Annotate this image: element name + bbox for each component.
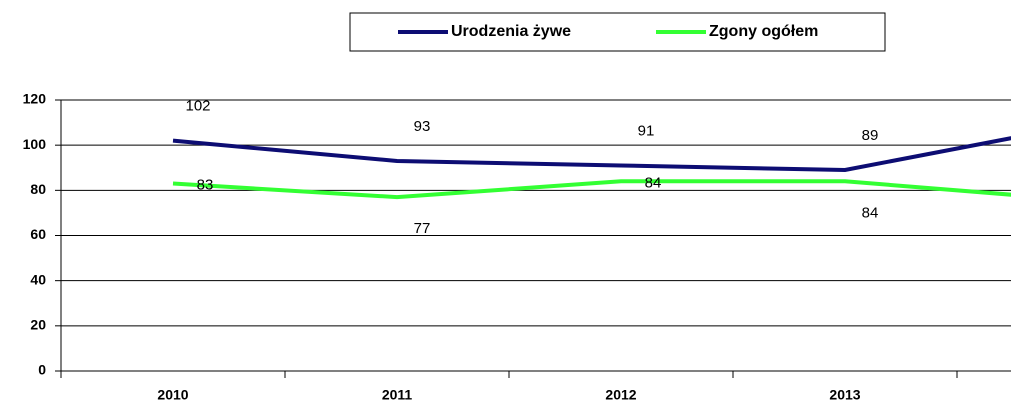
data-label: 83 bbox=[197, 177, 214, 194]
data-label: 91 bbox=[638, 122, 655, 139]
data-label: 89 bbox=[862, 127, 879, 144]
y-tick-label: 100 bbox=[23, 136, 47, 152]
y-tick-label: 80 bbox=[30, 181, 46, 197]
y-tick-label: 20 bbox=[30, 317, 46, 333]
legend-label: Zgony ogółem bbox=[709, 23, 818, 40]
data-label: 102 bbox=[185, 98, 210, 115]
x-tick-label: 2013 bbox=[829, 387, 860, 403]
data-label: 93 bbox=[414, 118, 431, 135]
data-label: 84 bbox=[645, 174, 662, 191]
x-tick-label: 2012 bbox=[605, 387, 636, 403]
data-label: 84 bbox=[862, 204, 879, 221]
y-tick-label: 40 bbox=[30, 271, 46, 287]
y-tick-label: 0 bbox=[38, 362, 46, 378]
data-label: 77 bbox=[414, 220, 431, 237]
y-tick-label: 120 bbox=[23, 91, 47, 107]
x-tick-label: 2010 bbox=[157, 387, 188, 403]
y-tick-label: 60 bbox=[30, 226, 46, 242]
line-series bbox=[172, 136, 1011, 173]
x-tick-label: 2011 bbox=[382, 387, 413, 403]
legend-label: Urodzenia żywe bbox=[451, 23, 571, 40]
line-series bbox=[172, 179, 1011, 200]
